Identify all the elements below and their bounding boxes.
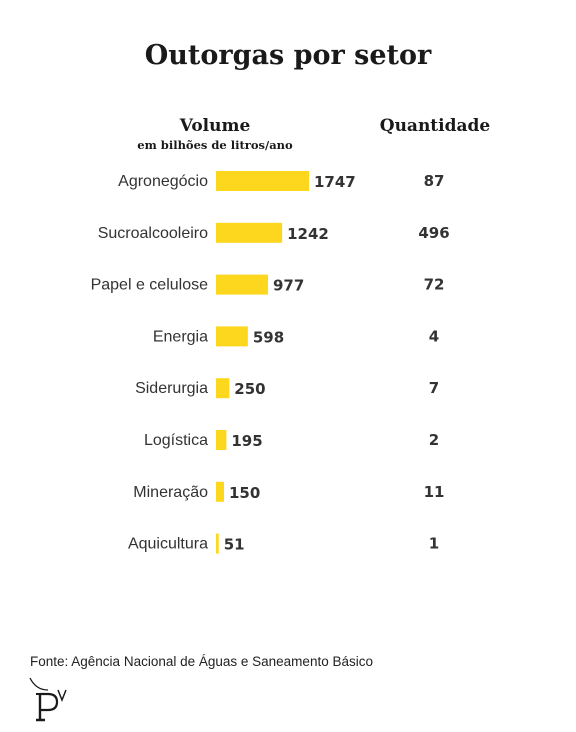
quantity-value-label: 11 (424, 483, 445, 501)
quantity-value-label: 87 (424, 172, 445, 190)
volume-value-label: 1747 (314, 173, 356, 191)
volume-value-label: 1242 (287, 225, 329, 243)
source-note: Fonte: Agência Nacional de Águas e Sanea… (30, 654, 373, 669)
category-label: Logística (144, 432, 208, 449)
volume-value-label: 51 (224, 536, 245, 554)
volume-unit-label: em bilhões de litros/ano (137, 138, 293, 152)
category-label: Siderurgia (135, 380, 208, 397)
volume-bar (216, 274, 269, 295)
volume-value-label: 195 (231, 432, 262, 450)
category-label: Papel e celulose (91, 277, 209, 294)
volume-bar (216, 533, 219, 554)
quantity-value-label: 7 (429, 379, 439, 397)
category-label: Aquicultura (128, 536, 208, 553)
volume-value-label: 150 (229, 484, 260, 502)
volume-header: Volume (179, 116, 251, 136)
publisher-logo-icon (29, 677, 67, 722)
volume-bar (216, 378, 230, 399)
volume-value-label: 977 (273, 277, 304, 295)
quantity-header: Quantidade (379, 116, 491, 136)
volume-bar (216, 430, 227, 450)
chart-title: Outorgas por setor (144, 40, 432, 71)
volume-value-label: 250 (234, 380, 265, 398)
category-label: Agronegócio (118, 173, 208, 190)
quantity-value-label: 72 (424, 276, 445, 294)
volume-bar (216, 326, 248, 347)
volume-value-label: 598 (253, 328, 284, 346)
category-label: Mineração (133, 484, 208, 501)
volume-bar (216, 222, 283, 243)
quantity-value-label: 496 (418, 224, 449, 242)
quantity-value-label: 2 (429, 431, 439, 449)
category-label: Energia (153, 328, 208, 345)
quantity-value-label: 1 (429, 535, 439, 553)
quantity-value-label: 4 (429, 327, 439, 345)
volume-bar (216, 481, 224, 502)
volume-bar (216, 171, 309, 191)
category-label: Sucroalcooleiro (98, 225, 208, 242)
